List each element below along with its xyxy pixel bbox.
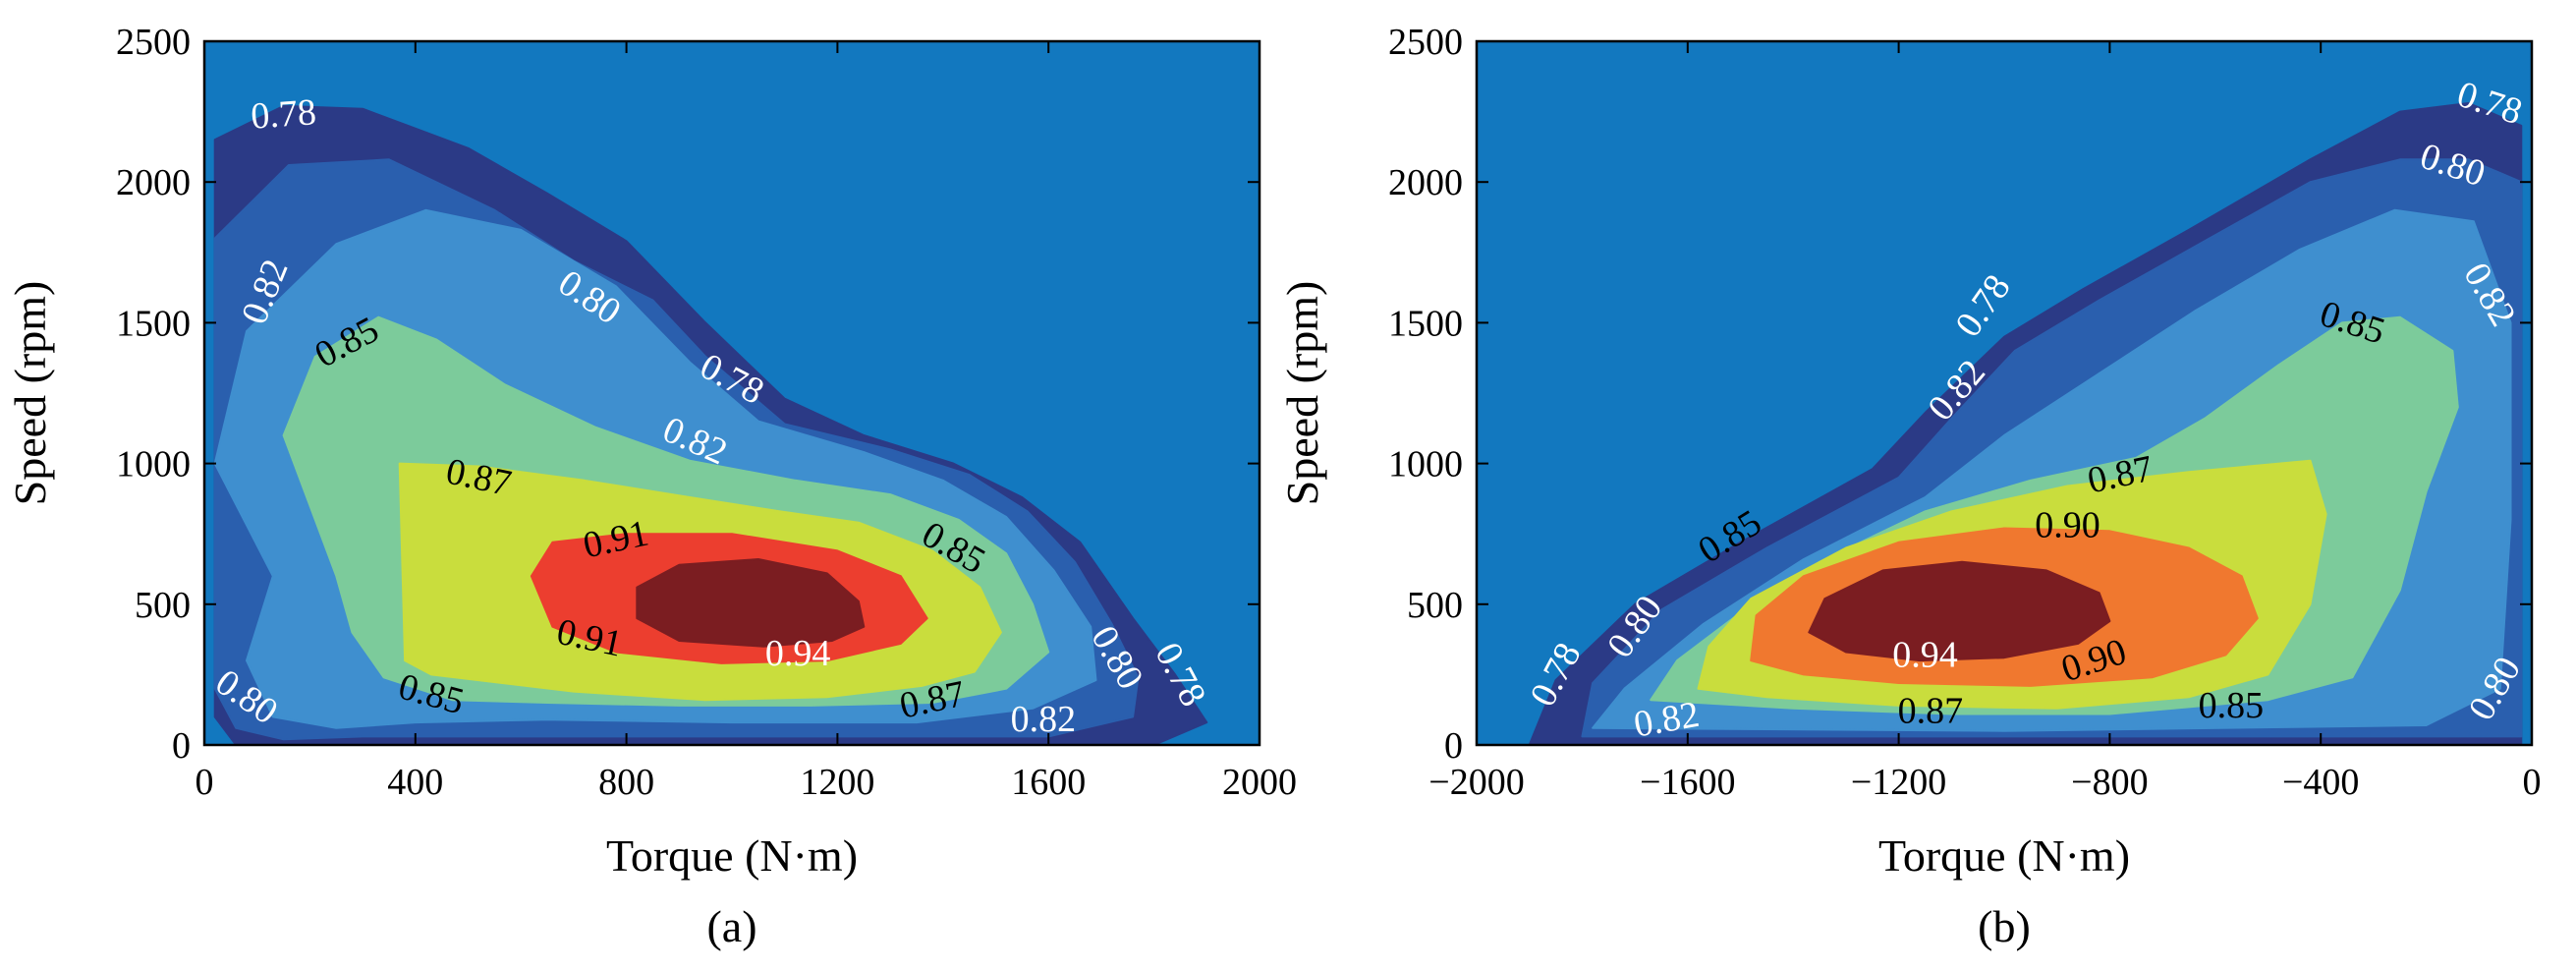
x-tick-label: −800 (2071, 762, 2148, 803)
x-tick-label: 400 (387, 762, 443, 803)
y-tick-label: 1500 (116, 303, 191, 344)
axes-frame (1475, 39, 2534, 747)
y-axis-label: Speed (rpm) (1277, 281, 1327, 506)
chart-panel-a: 0.780.820.850.800.780.820.870.91 0.850.91… (5, 22, 1297, 951)
x-tick-label: −1200 (1851, 762, 1946, 803)
panel-label: (a) (706, 901, 756, 951)
x-axis-label: Torque (N·m) (606, 830, 858, 881)
x-tick-label: 0 (196, 762, 214, 803)
x-tick-label: 1200 (800, 762, 874, 803)
axes-frame (202, 39, 1261, 747)
contour-label: 0.82 (1011, 699, 1077, 740)
y-tick-label: 500 (1407, 585, 1463, 626)
x-axis-label: Torque (N·m) (1878, 830, 2130, 881)
y-tick-label: 1000 (1388, 444, 1463, 486)
x-tick-label: 0 (2523, 762, 2542, 803)
x-tick-label: 1600 (1011, 762, 1086, 803)
x-tick-label: −1600 (1640, 762, 1735, 803)
contour-label: 0.87 (1898, 691, 1964, 732)
y-tick-label: 0 (172, 725, 191, 767)
y-tick-label: 2000 (116, 162, 191, 203)
y-tick-label: 0 (1444, 725, 1463, 767)
x-tick-label: −2000 (1428, 762, 1524, 803)
contour-label: 0.90 (2035, 505, 2100, 546)
y-tick-label: 2000 (1388, 162, 1463, 203)
contour-region-0-94 (1808, 560, 2111, 662)
contour-label: 0.94 (1892, 634, 1958, 675)
contour-label: 0.94 (765, 633, 831, 674)
y-tick-label: 2500 (1388, 22, 1463, 63)
contour-label: 0.85 (2199, 685, 2265, 726)
y-tick-label: 2500 (116, 22, 191, 63)
x-tick-label: −400 (2282, 762, 2359, 803)
chart-panel-b: 0.780.800.820.850.780.820.870.900.850.80… (1277, 22, 2542, 951)
y-axis-label: Speed (rpm) (5, 281, 55, 506)
contour-region-0-94 (636, 558, 866, 648)
x-tick-label: 2000 (1222, 762, 1297, 803)
y-tick-label: 500 (135, 585, 191, 626)
x-tick-label: 800 (598, 762, 654, 803)
y-tick-label: 1500 (1388, 303, 1463, 344)
y-tick-label: 1000 (116, 444, 191, 486)
contour-label: 0.78 (250, 91, 317, 138)
panel-label: (b) (1978, 901, 2031, 951)
